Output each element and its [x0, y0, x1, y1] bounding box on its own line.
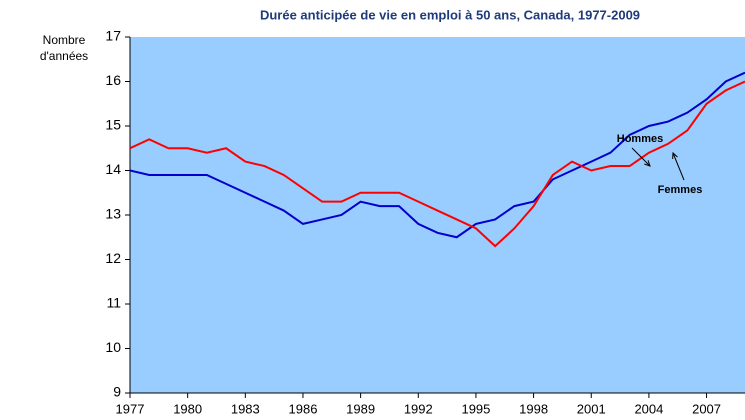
x-tick-label: 1977: [116, 401, 145, 416]
y-tick-label: 15: [105, 117, 121, 133]
series-line: [130, 80, 745, 248]
x-tick-label: 1995: [461, 401, 490, 416]
x-tick-label: 1998: [519, 401, 548, 416]
x-tick-label: 2004: [634, 401, 663, 416]
y-tick-label: 13: [105, 206, 121, 222]
x-tick-label: 1980: [173, 401, 202, 416]
y-tick-label: 12: [105, 250, 121, 266]
annotation-arrow: [672, 152, 685, 181]
series-label: Femmes: [658, 184, 703, 196]
series-label: Hommes: [617, 133, 663, 145]
y-tick-label: 10: [105, 339, 121, 355]
y-tick-label: 14: [105, 161, 121, 177]
plot-area: [130, 37, 745, 393]
arrow-head: [672, 151, 678, 160]
x-tick-label: 2007: [692, 401, 721, 416]
x-tick-label: 1983: [231, 401, 260, 416]
plot-lines: [130, 71, 745, 248]
x-tick-label: 2001: [577, 401, 606, 416]
series-line: [130, 71, 745, 239]
x-tick-label: 1992: [404, 401, 433, 416]
y-axis-label: Nombre: [43, 33, 86, 47]
y-tick-label: 16: [105, 72, 121, 88]
y-axis-label: d'années: [40, 49, 88, 63]
y-tick-label: 11: [106, 295, 121, 311]
y-tick-label: 17: [105, 28, 121, 44]
chart-title: Durée anticipée de vie en emploi à 50 an…: [260, 7, 640, 22]
arrow-head: [644, 160, 651, 167]
x-tick-label: 1986: [289, 401, 318, 416]
annotation-arrow: [631, 147, 651, 167]
x-tick-label: 1989: [346, 401, 375, 416]
y-tick-label: 9: [113, 384, 121, 400]
